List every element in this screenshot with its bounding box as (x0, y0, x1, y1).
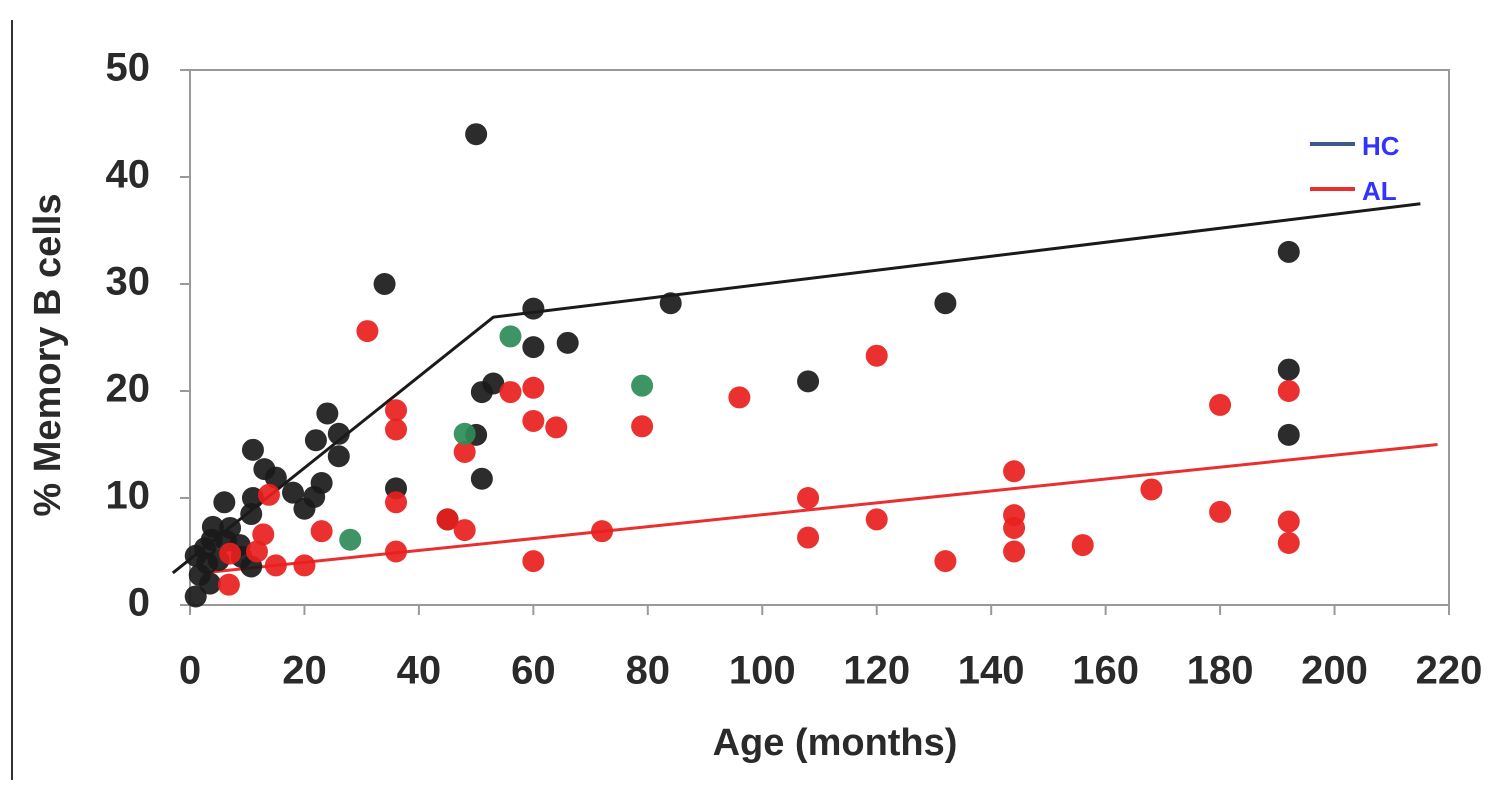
point (436, 508, 459, 531)
point (499, 381, 522, 404)
point (385, 491, 408, 514)
point (184, 585, 207, 608)
point (522, 297, 545, 320)
plot-area (189, 69, 1450, 606)
fit-line (171, 202, 1421, 575)
point (252, 523, 275, 546)
point (728, 386, 751, 409)
point (1277, 510, 1300, 533)
point (293, 497, 316, 520)
y-tick-label: 40 (106, 153, 151, 197)
point (453, 422, 476, 445)
point (257, 483, 280, 506)
point (1003, 460, 1026, 483)
point (522, 376, 545, 399)
point (293, 554, 316, 577)
y-axis-label: % Memory B cells (27, 193, 69, 516)
point (1071, 534, 1094, 557)
x-tick-label: 20 (282, 649, 327, 693)
point (339, 528, 362, 551)
x-tick-label: 0 (179, 649, 201, 693)
point (522, 409, 545, 432)
point (245, 540, 268, 563)
x-tick-label: 120 (843, 649, 910, 693)
point (1003, 516, 1026, 539)
y-tick-label: 10 (106, 474, 151, 518)
point (327, 445, 350, 468)
point (631, 415, 654, 438)
point (373, 273, 396, 295)
y-tick-label: 0 (128, 581, 150, 625)
point (545, 416, 568, 439)
point (213, 491, 236, 514)
point (865, 508, 888, 531)
point (1277, 358, 1300, 381)
point (631, 374, 654, 397)
point (1277, 531, 1300, 554)
point (196, 552, 219, 575)
point (1003, 540, 1026, 563)
point (1140, 478, 1163, 501)
x-tick-label: 180 (1187, 649, 1254, 693)
x-tick-label: 80 (626, 649, 671, 693)
point (199, 572, 222, 595)
point (470, 381, 493, 404)
point (1209, 500, 1232, 523)
point (310, 520, 333, 543)
fit-line (203, 443, 1438, 575)
point (591, 520, 614, 543)
point (241, 438, 264, 461)
point (1277, 380, 1300, 402)
point (556, 331, 579, 354)
x-tick-label: 60 (511, 649, 556, 693)
point (659, 292, 682, 315)
point (316, 402, 339, 425)
point (264, 466, 287, 489)
point (453, 440, 476, 463)
point (264, 554, 287, 577)
x-tick-label: 220 (1416, 649, 1483, 693)
legend-label: AL (1362, 176, 1397, 206)
point (865, 344, 888, 367)
x-tick-label: 140 (958, 649, 1025, 693)
point (797, 370, 820, 393)
point (499, 325, 522, 348)
point (217, 573, 240, 596)
point (327, 422, 350, 445)
x-axis-label: Age (months) (713, 722, 958, 764)
point (385, 418, 408, 441)
point (522, 336, 545, 359)
point (934, 550, 957, 573)
point (1209, 393, 1232, 416)
y-tick-label: 50 (106, 46, 151, 90)
point (219, 542, 242, 565)
point (453, 519, 476, 542)
point (385, 540, 408, 563)
point (465, 123, 488, 146)
point (1277, 423, 1300, 446)
point (304, 429, 327, 452)
point (797, 487, 820, 509)
point (470, 467, 493, 490)
point (356, 320, 379, 343)
x-tick-label: 40 (397, 649, 442, 693)
x-tick-label: 200 (1301, 649, 1368, 693)
x-tick-label: 100 (729, 649, 796, 693)
point (282, 481, 305, 504)
x-tick-label: 160 (1072, 649, 1139, 693)
point (385, 399, 408, 422)
point (797, 526, 820, 549)
point (240, 503, 263, 526)
point (1277, 240, 1300, 263)
point (934, 292, 957, 315)
point (522, 550, 545, 573)
y-tick-label: 30 (106, 260, 151, 304)
y-tick-label: 20 (106, 367, 151, 411)
legend-label: HC (1362, 131, 1400, 161)
